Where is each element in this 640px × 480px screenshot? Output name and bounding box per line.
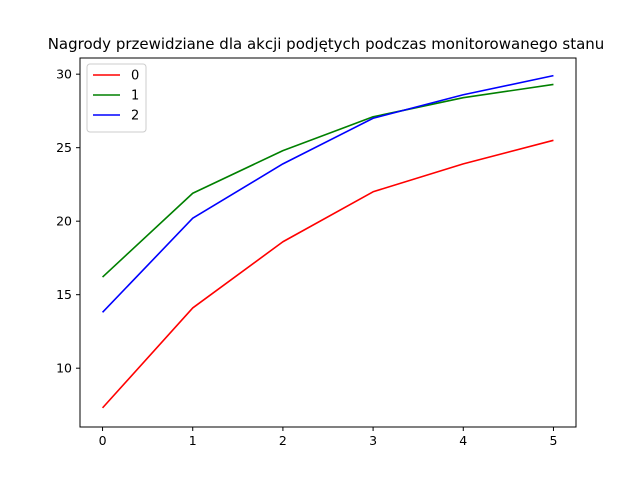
legend-label-2: 2: [131, 109, 139, 124]
series-line-0: [101, 139, 554, 409]
legend: 0 1 2: [86, 63, 147, 133]
chart-title: Nagrody przewidziane dla akcji podjętych…: [48, 35, 605, 53]
x-tick-label: 1: [189, 433, 197, 448]
x-tick-label: 2: [279, 433, 287, 448]
x-tick-label: 0: [99, 433, 107, 448]
series-line-1: [102, 83, 554, 278]
series-line-2: [101, 74, 554, 313]
y-tick-label: 15: [56, 287, 72, 302]
y-tick-label: 10: [56, 361, 72, 376]
legend-label-1: 1: [131, 89, 139, 104]
plot-area: [80, 58, 576, 427]
axes-frame: [79, 57, 577, 428]
x-tick-label: 5: [549, 433, 557, 448]
y-tick-label: 25: [56, 140, 72, 155]
x-tick-label: 3: [369, 433, 377, 448]
x-tick-label: 4: [459, 433, 467, 448]
series-layer: [101, 74, 554, 409]
y-tick-label: 20: [56, 214, 72, 229]
y-tick-label: 30: [56, 67, 72, 82]
legend-label-0: 0: [131, 69, 139, 84]
